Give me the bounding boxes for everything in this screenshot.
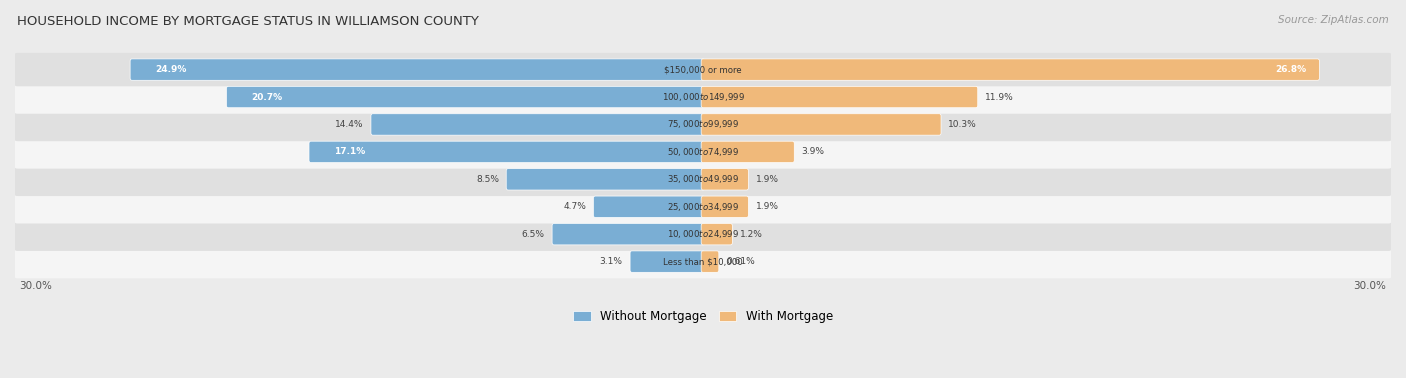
Text: 20.7%: 20.7% xyxy=(252,93,283,102)
FancyBboxPatch shape xyxy=(371,114,704,135)
Text: $10,000 to $24,999: $10,000 to $24,999 xyxy=(666,228,740,240)
FancyBboxPatch shape xyxy=(702,223,733,245)
FancyBboxPatch shape xyxy=(131,59,704,80)
Text: HOUSEHOLD INCOME BY MORTGAGE STATUS IN WILLIAMSON COUNTY: HOUSEHOLD INCOME BY MORTGAGE STATUS IN W… xyxy=(17,15,479,28)
FancyBboxPatch shape xyxy=(702,59,1319,80)
Text: 10.3%: 10.3% xyxy=(949,120,977,129)
FancyBboxPatch shape xyxy=(14,108,1392,141)
FancyBboxPatch shape xyxy=(702,169,748,190)
Text: $25,000 to $34,999: $25,000 to $34,999 xyxy=(666,201,740,213)
Text: 3.1%: 3.1% xyxy=(600,257,623,266)
Text: 1.9%: 1.9% xyxy=(756,175,779,184)
Text: 1.2%: 1.2% xyxy=(740,230,762,239)
Text: 30.0%: 30.0% xyxy=(1354,281,1386,291)
FancyBboxPatch shape xyxy=(14,163,1392,196)
Text: Source: ZipAtlas.com: Source: ZipAtlas.com xyxy=(1278,15,1389,25)
Legend: Without Mortgage, With Mortgage: Without Mortgage, With Mortgage xyxy=(568,305,838,328)
FancyBboxPatch shape xyxy=(14,53,1392,86)
Text: 30.0%: 30.0% xyxy=(20,281,52,291)
FancyBboxPatch shape xyxy=(14,190,1392,223)
FancyBboxPatch shape xyxy=(702,251,718,272)
FancyBboxPatch shape xyxy=(14,135,1392,169)
Text: 24.9%: 24.9% xyxy=(155,65,186,74)
Text: $75,000 to $99,999: $75,000 to $99,999 xyxy=(666,118,740,130)
Text: $50,000 to $74,999: $50,000 to $74,999 xyxy=(666,146,740,158)
FancyBboxPatch shape xyxy=(630,251,704,272)
Text: 14.4%: 14.4% xyxy=(335,120,364,129)
Text: 11.9%: 11.9% xyxy=(986,93,1014,102)
Text: 8.5%: 8.5% xyxy=(475,175,499,184)
FancyBboxPatch shape xyxy=(702,141,794,163)
Text: 0.61%: 0.61% xyxy=(725,257,755,266)
Text: $150,000 or more: $150,000 or more xyxy=(664,65,742,74)
Text: 4.7%: 4.7% xyxy=(564,202,586,211)
FancyBboxPatch shape xyxy=(14,80,1392,114)
FancyBboxPatch shape xyxy=(506,169,704,190)
Text: Less than $10,000: Less than $10,000 xyxy=(664,257,742,266)
Text: $35,000 to $49,999: $35,000 to $49,999 xyxy=(666,174,740,185)
Text: 17.1%: 17.1% xyxy=(333,147,366,156)
FancyBboxPatch shape xyxy=(702,114,941,135)
FancyBboxPatch shape xyxy=(702,196,748,217)
FancyBboxPatch shape xyxy=(593,196,704,217)
Text: 1.9%: 1.9% xyxy=(756,202,779,211)
FancyBboxPatch shape xyxy=(702,86,977,108)
Text: 26.8%: 26.8% xyxy=(1275,65,1306,74)
Text: 6.5%: 6.5% xyxy=(522,230,544,239)
FancyBboxPatch shape xyxy=(226,86,704,108)
Text: $100,000 to $149,999: $100,000 to $149,999 xyxy=(661,91,745,103)
FancyBboxPatch shape xyxy=(14,217,1392,251)
FancyBboxPatch shape xyxy=(14,245,1392,278)
Text: 3.9%: 3.9% xyxy=(801,147,824,156)
FancyBboxPatch shape xyxy=(553,223,704,245)
FancyBboxPatch shape xyxy=(309,141,704,163)
